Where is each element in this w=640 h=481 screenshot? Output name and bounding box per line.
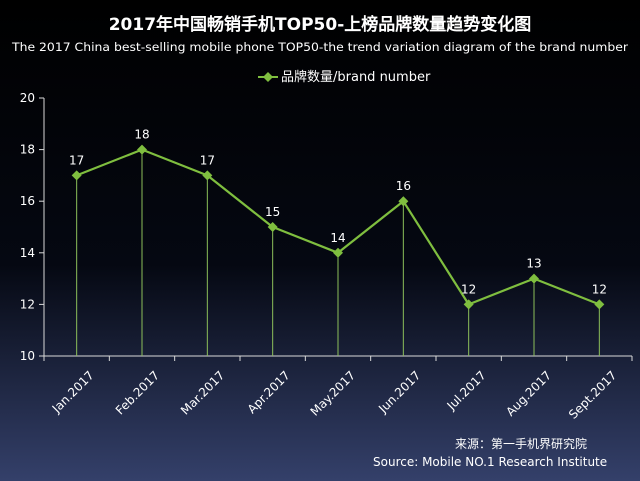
- source-block: 来源：第一手机界研究院 Source: Mobile NO.1 Research…: [373, 436, 607, 469]
- data-point-marker: [71, 170, 82, 181]
- chart-title: 2017年中国畅销手机TOP50-上榜品牌数量趋势变化图: [109, 14, 532, 35]
- y-tick-label: 18: [20, 143, 35, 157]
- chart-subtitle: The 2017 China best-selling mobile phone…: [11, 40, 628, 54]
- data-point-marker: [463, 299, 474, 310]
- data-point-marker: [529, 273, 539, 284]
- data-label: 14: [330, 231, 345, 245]
- data-point-marker: [267, 222, 278, 232]
- data-point-marker: [137, 144, 147, 155]
- y-tick-label: 16: [20, 194, 35, 208]
- y-tick-label: 14: [20, 246, 35, 260]
- data-label: 17: [69, 153, 84, 167]
- data-label: 13: [526, 257, 541, 271]
- data-point-marker: [333, 247, 343, 258]
- data-point-marker: [202, 170, 213, 181]
- data-label: 15: [265, 205, 280, 219]
- y-tick-label: 20: [20, 91, 35, 105]
- data-label: 17: [200, 153, 215, 167]
- source-chinese: 来源：第一手机界研究院: [455, 436, 587, 451]
- data-label: 12: [461, 282, 476, 296]
- diamond-marker-icon: [263, 72, 273, 82]
- y-tick-label: 10: [20, 349, 35, 363]
- data-label: 18: [134, 128, 149, 142]
- legend-label: 品牌数量/brand number: [281, 69, 431, 85]
- data-point-marker: [594, 299, 605, 310]
- y-tick-label: 12: [20, 297, 35, 311]
- data-label: 16: [396, 179, 411, 193]
- legend: 品牌数量/brand number: [258, 69, 431, 85]
- source-english: Source: Mobile NO.1 Research Institute: [373, 455, 607, 469]
- data-point-marker: [398, 196, 409, 207]
- data-label: 12: [592, 282, 607, 296]
